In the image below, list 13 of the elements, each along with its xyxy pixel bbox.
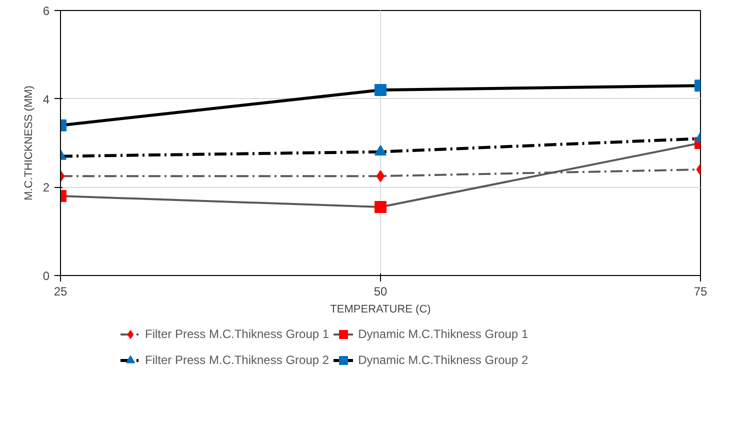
y-tick-label: 4 [42,92,50,106]
x-tick-label: 75 [694,284,708,298]
legend-label: Dynamic M.C.Thikness Group 1 [358,327,528,341]
x-axis-title: TEMPERATURE (C) [330,304,431,316]
y-tick-label: 2 [42,180,50,195]
x-tick-label: 50 [374,284,388,298]
legend-label: Filter Press M.C.Thikness Group 2 [145,353,330,367]
y-tick-label: 6 [42,4,50,18]
y-tick-label: 0 [42,269,50,283]
x-tick-label: 25 [54,284,68,298]
legend-label: Filter Press M.C.Thikness Group 1 [145,327,330,341]
y-axis-title: M.C.THICKNESS (MM) [22,86,35,200]
legend-label: Dynamic M.C.Thikness Group 2 [358,353,528,367]
